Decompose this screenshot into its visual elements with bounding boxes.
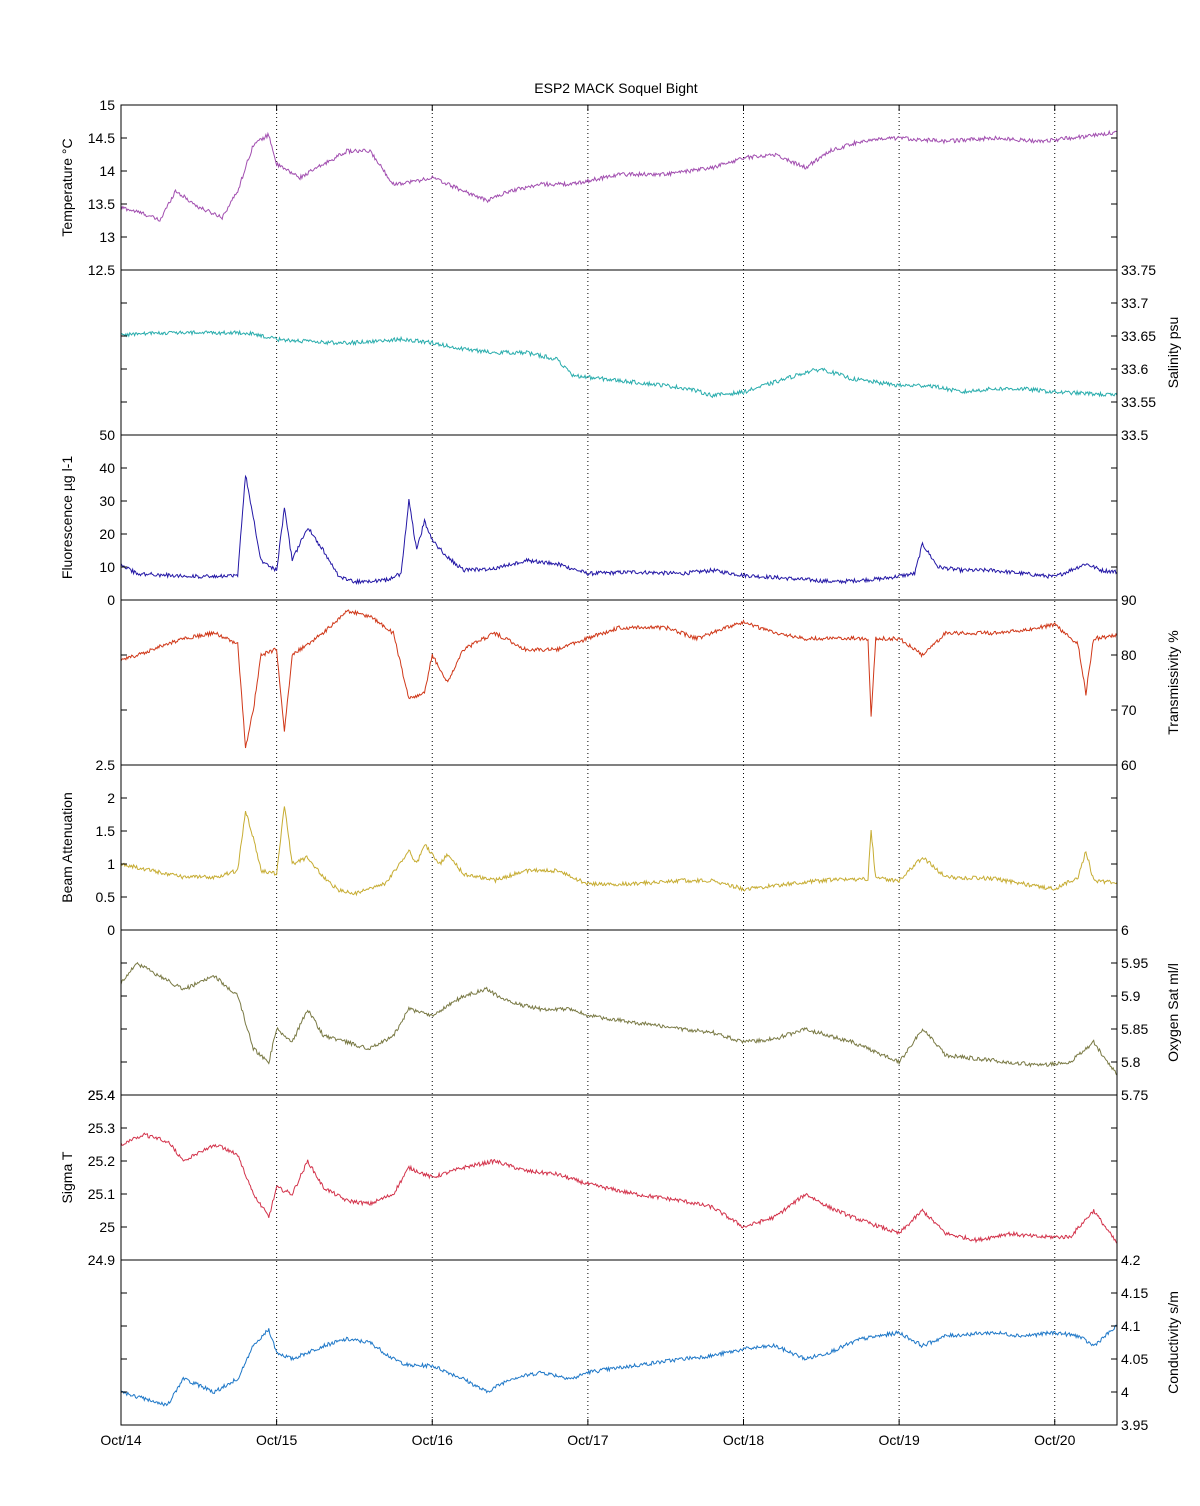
ytick-label-right: 33.65 <box>1121 328 1156 344</box>
series-line-conductivity <box>120 1324 1118 1407</box>
ytick-label-left: 2.5 <box>96 757 116 773</box>
ytick-label-right: 33.6 <box>1121 361 1148 377</box>
ytick-label-left: 25.3 <box>88 1120 115 1136</box>
ytick-label-left: 25.4 <box>88 1087 115 1103</box>
ytick-label-right: 4.15 <box>1121 1285 1148 1301</box>
ytick-label-left: 2 <box>107 790 115 806</box>
ytick-label-left: 24.9 <box>88 1252 115 1268</box>
ytick-label-left: 10 <box>99 559 115 575</box>
ytick-label-right: 5.85 <box>1121 1021 1148 1037</box>
ytick-label-left: 14.5 <box>88 130 115 146</box>
ytick-label-right: 33.75 <box>1121 262 1156 278</box>
series-line-temperature <box>120 129 1118 222</box>
ytick-label-left: 25.2 <box>88 1153 115 1169</box>
ylabel-oxygen_saturation: Oxygen Sat ml/l <box>1165 963 1181 1062</box>
series-line-fluorescence <box>120 474 1118 586</box>
ytick-label-right: 33.5 <box>1121 427 1148 443</box>
xtick-label: Oct/16 <box>412 1432 453 1448</box>
ytick-label-left: 25.1 <box>88 1186 115 1202</box>
ytick-label-left: 1.5 <box>96 823 116 839</box>
ytick-label-left: 0.5 <box>96 889 116 905</box>
ylabel-beam_attenuation: Beam Attenuation <box>59 792 75 903</box>
panel-frame-conductivity <box>120 1259 1118 1426</box>
series-layer <box>120 129 1118 1407</box>
ytick-label-right: 3.95 <box>1121 1417 1148 1433</box>
series-line-salinity <box>120 329 1118 399</box>
ytick-label-left: 14 <box>99 163 115 179</box>
series-line-sigma_t <box>120 1132 1118 1244</box>
ytick-label-right: 4.1 <box>1121 1318 1141 1334</box>
xtick-label: Oct/20 <box>1034 1432 1075 1448</box>
ylabel-temperature: Temperature °C <box>59 138 75 236</box>
series-line-beam_attenuation <box>120 806 1118 897</box>
ytick-label-left: 0 <box>107 922 115 938</box>
ylabel-sigma_t: Sigma T <box>59 1151 75 1203</box>
ytick-label-left: 50 <box>99 427 115 443</box>
ytick-label-left: 1 <box>107 856 115 872</box>
ytick-label-right: 33.7 <box>1121 295 1148 311</box>
ytick-label-left: 30 <box>99 493 115 509</box>
ytick-label-right: 4.05 <box>1121 1351 1148 1367</box>
ylabel-conductivity: Conductivity s/m <box>1165 1291 1181 1394</box>
ytick-label-right: 60 <box>1121 757 1137 773</box>
xtick-label: Oct/19 <box>879 1432 920 1448</box>
ylabel-salinity: Salinity psu <box>1165 317 1181 389</box>
xtick-label: Oct/17 <box>567 1432 608 1448</box>
ytick-label-right: 70 <box>1121 702 1137 718</box>
ytick-label-right: 4.2 <box>1121 1252 1141 1268</box>
xtick-label: Oct/15 <box>256 1432 297 1448</box>
ytick-label-right: 5.9 <box>1121 988 1141 1004</box>
axes-layer <box>120 104 1118 1426</box>
ytick-label-left: 0 <box>107 592 115 608</box>
ytick-label-left: 25.4 <box>88 1087 115 1103</box>
ytick-label-left: 25 <box>99 1219 115 1235</box>
ytick-label-left: 13.5 <box>88 196 115 212</box>
ytick-label-right: 90 <box>1121 592 1137 608</box>
series-line-oxygen_saturation <box>120 961 1118 1076</box>
chart-title: ESP2 MACK Soquel Bight <box>534 80 698 96</box>
ytick-label-right: 4 <box>1121 1384 1129 1400</box>
ylabel-transmissivity: Transmissivity % <box>1165 630 1181 735</box>
ytick-label-left: 15 <box>99 97 115 113</box>
ytick-label-left: 13 <box>99 229 115 245</box>
ytick-label-left: 40 <box>99 460 115 476</box>
ytick-label-right: 5.95 <box>1121 955 1148 971</box>
ytick-label-right: 6 <box>1121 922 1129 938</box>
ytick-label-right: 5.8 <box>1121 1054 1141 1070</box>
ytick-label-left: 20 <box>99 526 115 542</box>
ytick-label-right: 5.75 <box>1121 1087 1148 1103</box>
ytick-label-right: 33.55 <box>1121 394 1156 410</box>
series-line-transmissivity <box>120 609 1118 749</box>
xtick-label: Oct/14 <box>100 1432 141 1448</box>
ytick-label-right: 80 <box>1121 647 1137 663</box>
xtick-label: Oct/18 <box>723 1432 764 1448</box>
ylabel-fluorescence: Fluorescence µg l-1 <box>59 456 75 579</box>
ytick-label-left: 12.5 <box>88 262 115 278</box>
